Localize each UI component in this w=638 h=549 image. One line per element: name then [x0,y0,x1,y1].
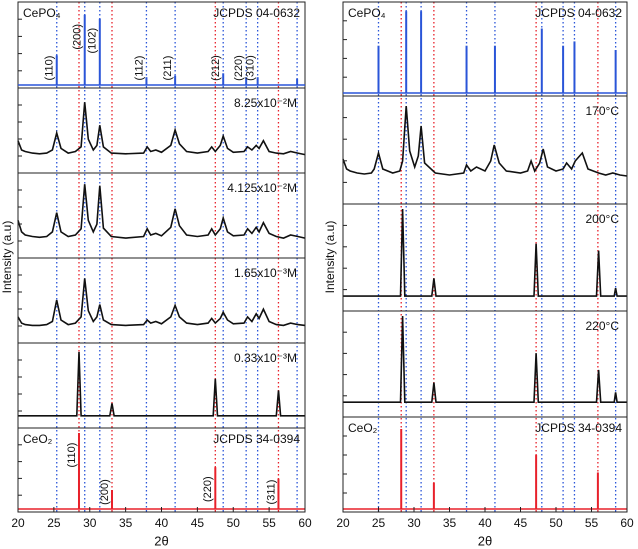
hkl-label: (102) [87,28,99,54]
sample-label: 0.33x10⁻³M [234,351,297,365]
panel-frame [342,95,628,205]
panel-frame [342,310,628,418]
sample-label: 220°C [586,319,620,333]
x-tick-label: 60 [298,516,312,530]
x-tick-label: 50 [227,516,241,530]
y-axis-label: Intensity (a.u) [0,221,14,294]
phase-label: CeO₂ [348,421,378,435]
reference-label: JCPDS 04-0632 [213,6,300,20]
phase-label: CePO₄ [348,6,386,20]
sample-label: 200°C [586,212,620,226]
chart: (110)(200) (102)(112) (211) (212) (220) (310)… [0,1,312,548]
x-tick-label: 25 [47,516,61,530]
reference-label: JCPDS 34-0394 [535,421,622,435]
hkl-label: (220) [233,55,245,81]
hkl-label: (211) [162,56,174,81]
x-tick-label: 55 [262,516,276,530]
hkl-label: (200) [99,479,111,505]
hkl-label: (200) [72,24,84,50]
phase-label: CePO₄ [23,6,61,20]
hkl-label: (112) [133,56,145,81]
pattern-line [343,208,627,297]
chart: CePO₄ JCPDS 04-0632 170°C 200°C 220°C CeO₂ JCP… [323,1,634,548]
marks [342,11,628,509]
guide-lines [56,2,298,512]
reference-label: JCPDS 04-0632 [535,6,622,20]
sample-label: 1.65x10⁻³M [234,266,297,280]
marks [17,14,306,509]
pattern-line [17,184,306,239]
x-tick-label: 35 [119,516,133,530]
x-tick-label: 35 [443,516,457,530]
x-tick-label: 25 [372,516,386,530]
pattern-line [17,278,306,327]
pattern-line [18,351,305,417]
x-tick-label: 45 [191,516,205,530]
hkl-label: (311) [265,480,277,505]
sample-label: 170°C [586,104,620,118]
x-tick-label: 40 [478,516,492,530]
x-tick-label: 60 [620,516,634,530]
hkl-label: (212) [210,55,222,81]
pattern-line [342,105,628,177]
x-tick-label: 30 [83,516,97,530]
guide-lines [377,2,617,512]
sample-label: 4.125x10⁻²M [227,181,297,195]
x-axis-label: 2θ [478,533,492,548]
hkl-label: (220) [202,476,214,502]
panel-frame [342,203,628,312]
x-tick-label: 50 [549,516,563,530]
pattern-line [17,102,306,156]
x-tick-label: 30 [407,516,421,530]
hkl-label: (110) [66,443,78,468]
x-tick-label: 20 [336,516,350,530]
x-axis-label: 2θ [154,533,168,548]
x-tick-label: 45 [514,516,528,530]
phase-label: CeO₂ [23,432,53,446]
hkl-label: (110) [44,56,56,81]
sample-label: 8.25x10⁻²M [234,96,297,110]
pattern-line [343,315,627,403]
reference-label: JCPDS 34-0394 [213,432,300,446]
x-tick-label: 40 [155,516,169,530]
hkl-label: (310) [245,55,257,81]
y-axis-label: Intensity (a.u) [323,221,337,294]
x-tick-label: 20 [11,516,25,530]
x-tick-label: 55 [585,516,599,530]
